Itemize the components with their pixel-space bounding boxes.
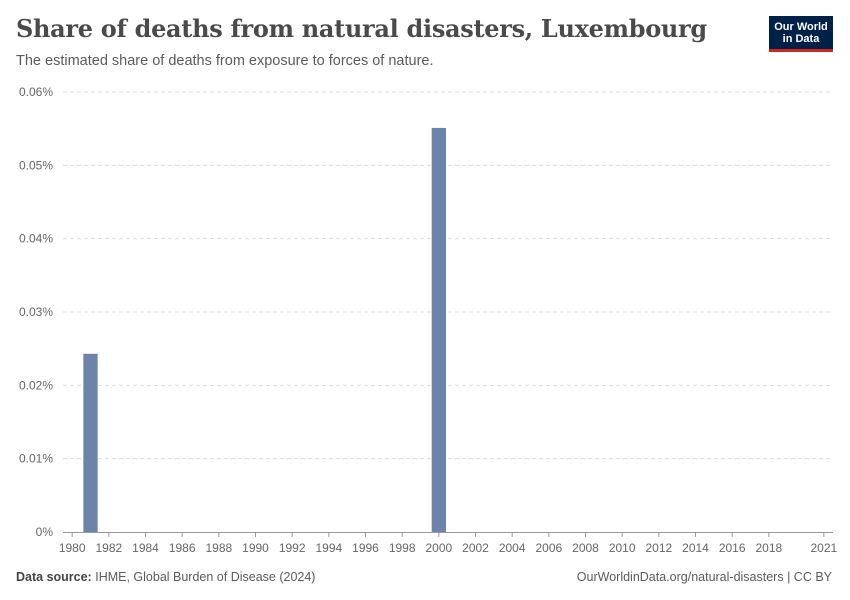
bars[interactable] [83,127,446,532]
x-tick-label: 2018 [755,541,782,555]
y-tick-label: 0.06% [19,85,53,99]
bar[interactable] [431,127,446,532]
owid-logo[interactable]: Our World in Data [769,16,833,52]
x-tick-label: 1980 [59,541,86,555]
bar[interactable] [83,353,98,532]
y-tick-label: 0.04% [19,232,53,246]
data-source-text[interactable]: IHME, Global Burden of Disease (2024) [95,570,316,584]
x-tick-label: 2016 [719,541,746,555]
data-source-label: Data source: [16,570,92,584]
x-tick-label: 2021 [810,541,837,555]
y-tick-label: 0.05% [19,158,53,172]
chart-subtitle: The estimated share of deaths from expos… [16,53,434,69]
x-tick-label: 1988 [205,541,232,555]
y-tick-label: 0% [36,525,54,539]
x-tick-label: 1996 [352,541,379,555]
x-tick-label: 2008 [572,541,599,555]
x-tick-label: 1998 [389,541,416,555]
x-tick-label: 1982 [95,541,122,555]
logo-line-1: Our World [774,20,828,33]
x-tick-label: 2006 [535,541,562,555]
x-tick-label: 2002 [462,541,489,555]
x-tick-label: 1994 [315,541,342,555]
x-tick-label: 2004 [499,541,526,555]
y-tick-label: 0.02% [19,378,53,392]
logo-line-2: in Data [782,32,820,45]
source-url[interactable]: OurWorldinData.org/natural-disasters | C… [576,570,832,584]
x-tick-label: 2012 [645,541,672,555]
x-tick-label: 1990 [242,541,269,555]
x-tick-label: 2014 [682,541,709,555]
data-source: Data source: IHME, Global Burden of Dise… [16,570,315,584]
grid-lines [63,91,833,460]
x-tick-label: 2010 [609,541,636,555]
y-tick-label: 0.03% [19,305,53,319]
chart-title: Share of deaths from natural disasters, … [16,14,707,43]
axes: 0% 0.01% 0.02% 0.03% 0.04% 0.05% 0.06% 1980 1982… [19,85,838,555]
y-tick-label: 0.01% [19,452,53,466]
x-tick-label: 1984 [132,541,159,555]
x-tick-label: 1986 [169,541,196,555]
x-tick-label: 1992 [279,541,306,555]
x-tick-label: 2000 [425,541,452,555]
